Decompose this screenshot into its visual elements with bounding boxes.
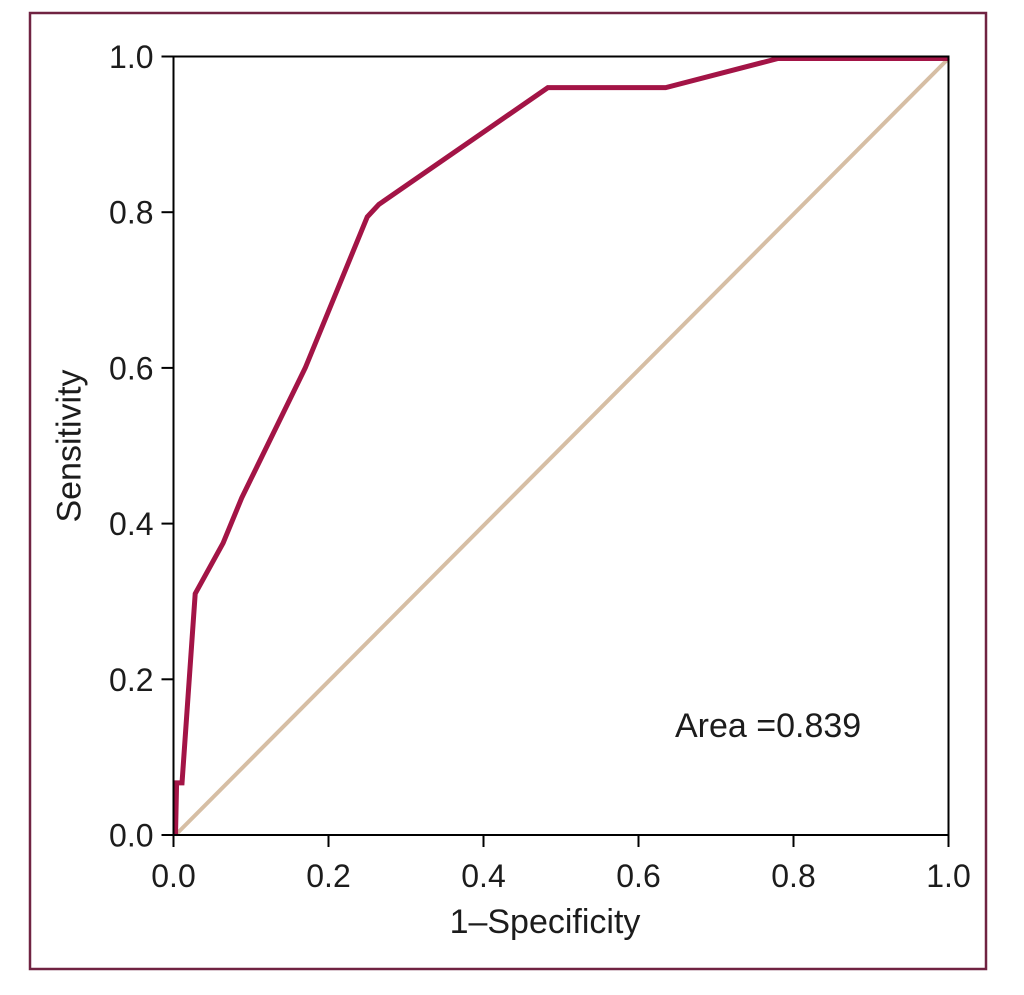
x-tick-label: 0.6 <box>616 858 660 894</box>
y-tick-label: 0.6 <box>109 350 153 386</box>
y-tick-label: 0.2 <box>109 662 153 698</box>
x-tick-label: 0.8 <box>771 858 815 894</box>
reference-diagonal <box>174 57 950 837</box>
plot-frame <box>172 55 950 836</box>
y-axis-ticks: 0.0 0.2 0.4 0.6 0.8 1.0 <box>109 39 174 854</box>
auc-annotation: Area =0.839 <box>675 707 862 745</box>
y-tick-label: 0.8 <box>109 195 153 231</box>
x-tick-label: 0.4 <box>461 858 505 894</box>
x-tick-label: 1.0 <box>926 858 970 894</box>
y-tick-label: 0.0 <box>109 818 153 854</box>
x-axis-title: 1–Specificity <box>449 903 641 941</box>
y-tick-label: 0.4 <box>109 506 153 542</box>
figure-border <box>28 11 988 971</box>
y-tick-label: 1.0 <box>109 39 153 75</box>
x-tick-label: 0.2 <box>306 858 350 894</box>
x-axis-ticks: 0.0 0.2 0.4 0.6 0.8 1.0 <box>151 835 971 894</box>
x-tick-label: 0.0 <box>151 858 195 894</box>
y-axis-title: Sensitivity <box>50 369 89 523</box>
roc-curve <box>173 56 949 836</box>
series-layer <box>173 56 950 837</box>
